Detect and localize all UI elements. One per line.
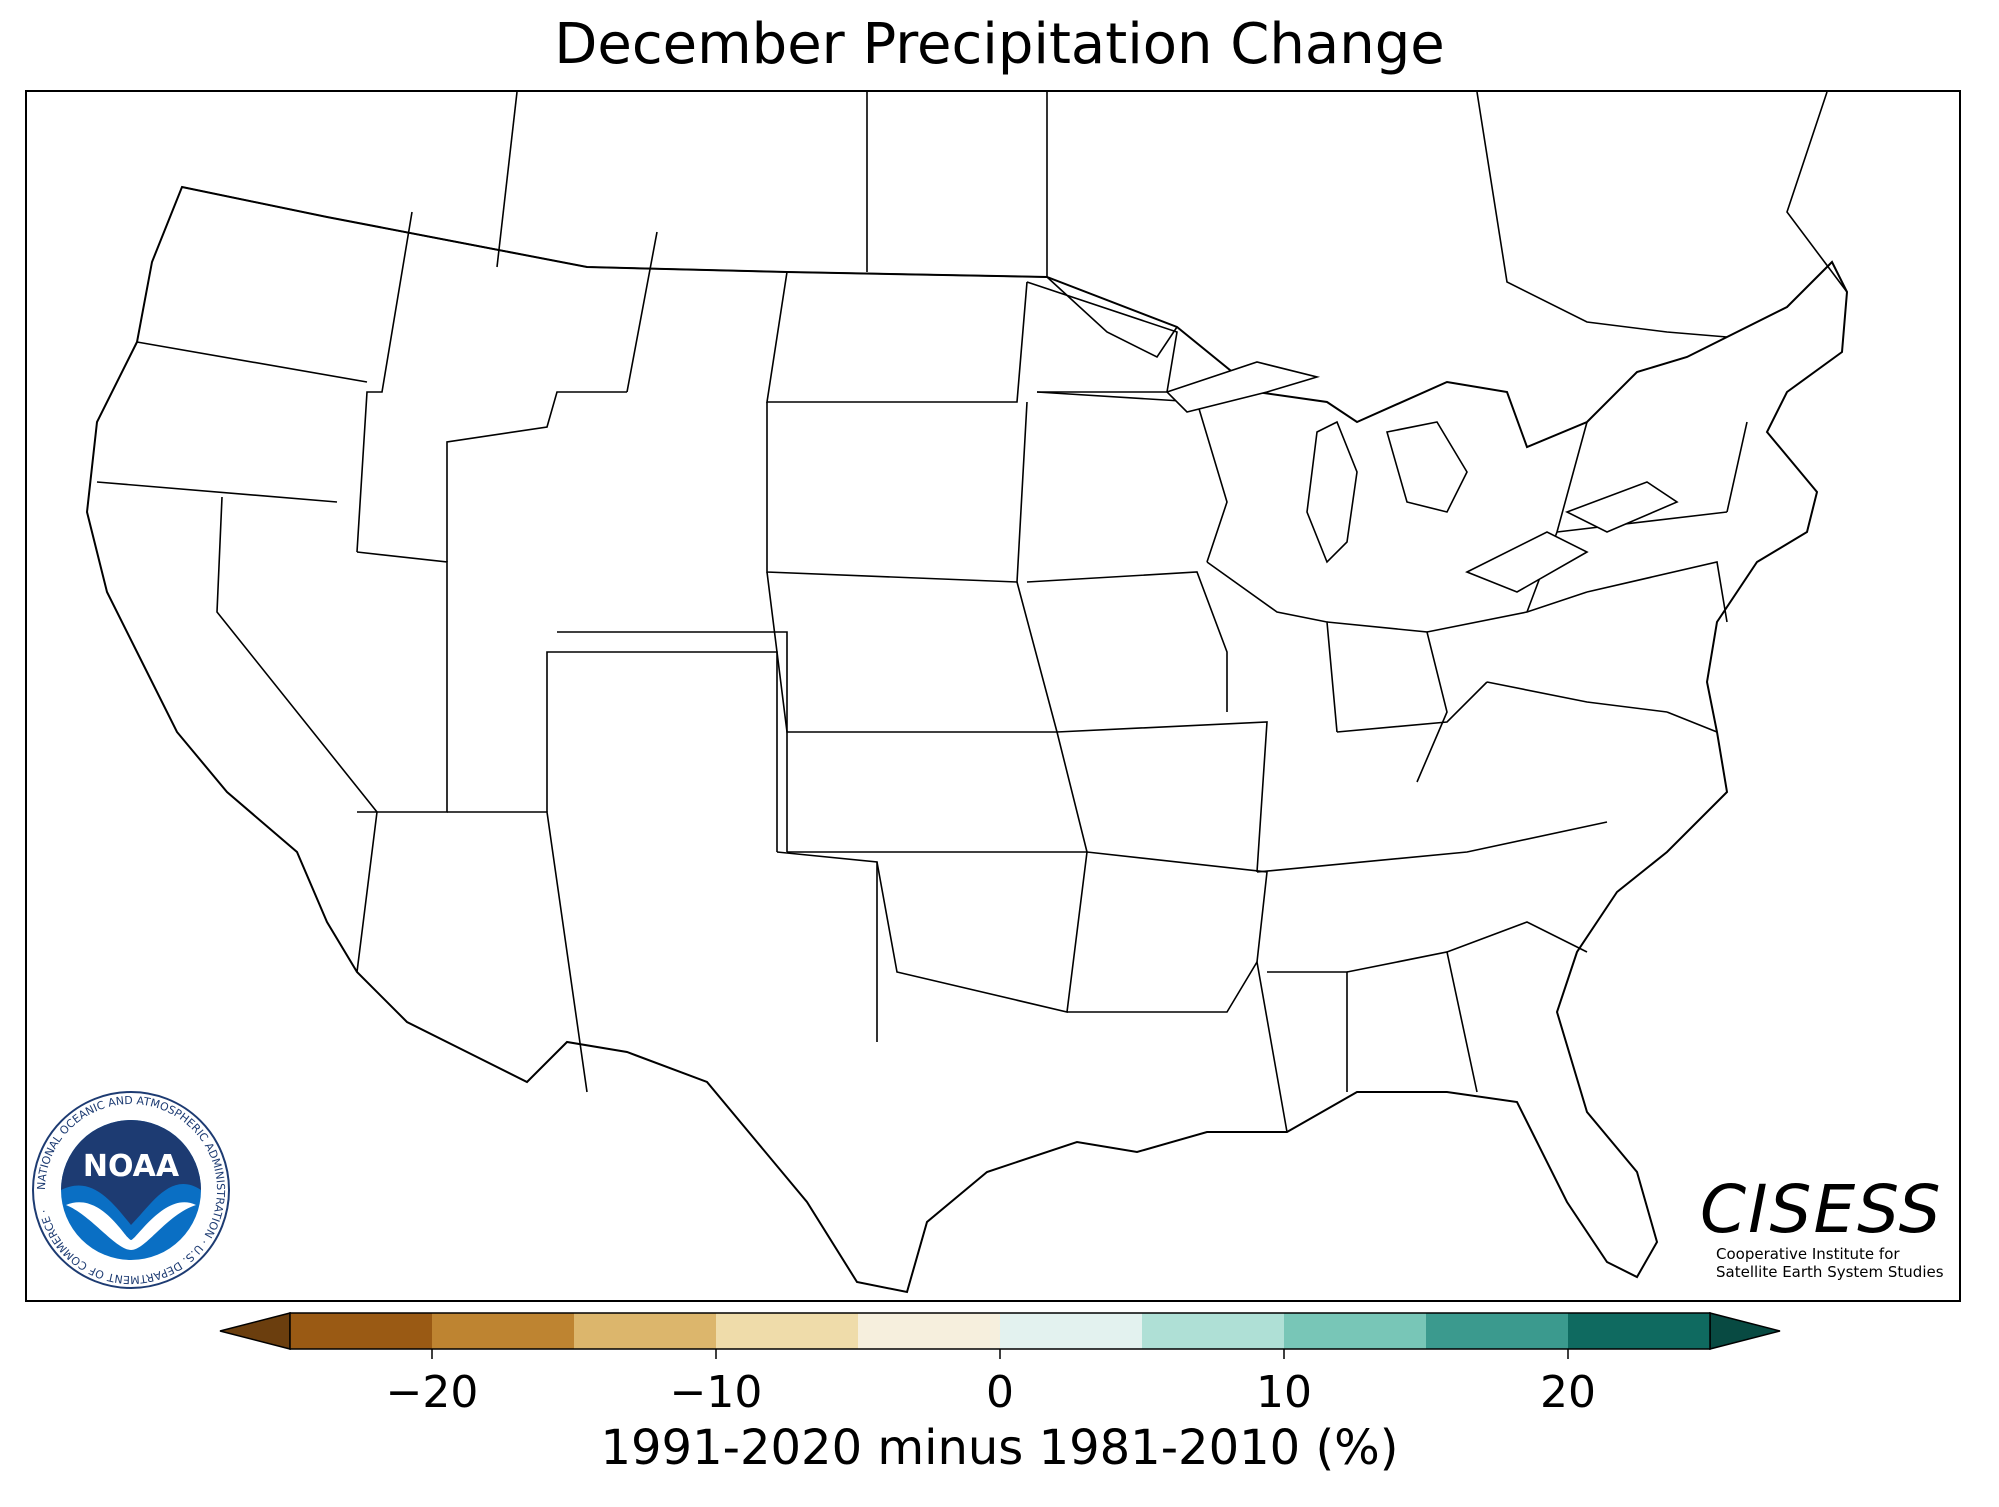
colorbar-bin bbox=[574, 1313, 716, 1349]
colorbar: −20 −10 0 10 20 bbox=[219, 1312, 1781, 1418]
colorbar-bin bbox=[1426, 1313, 1568, 1349]
colorbar-tick-label: −20 bbox=[386, 1367, 479, 1418]
canada-borders bbox=[496, 92, 1848, 338]
colorbar-bin bbox=[1284, 1313, 1426, 1349]
colorbar-bin bbox=[1568, 1313, 1710, 1349]
us-coastline bbox=[86, 186, 1848, 1293]
colorbar-under-arrow bbox=[219, 1312, 291, 1350]
cisess-subtitle-line2: Satellite Earth System Studies bbox=[1716, 1263, 1944, 1281]
colorbar-bin bbox=[1142, 1313, 1284, 1349]
cisess-name: CISESS bbox=[1700, 1171, 1943, 1248]
cisess-subtitle-line1: Cooperative Institute for bbox=[1716, 1245, 1900, 1263]
colorbar-label: 1991-2020 minus 1981-2010 (%) bbox=[600, 1420, 1399, 1476]
map-title: December Precipitation Change bbox=[554, 12, 1445, 77]
colorbar-bin bbox=[1000, 1313, 1142, 1349]
great-lakes bbox=[1165, 361, 1679, 593]
map-panel bbox=[25, 90, 1961, 1302]
us-map bbox=[86, 92, 1848, 1293]
state-borders bbox=[96, 186, 1748, 1133]
colorbar-bin bbox=[716, 1313, 858, 1349]
cisess-logo: CISESS Cooperative Institute for Satelli… bbox=[1700, 1171, 1950, 1282]
colorbar-tick-label: 20 bbox=[1540, 1367, 1596, 1418]
noaa-logo-icon: NATIONAL OCEANIC AND ATMOSPHERIC ADMINIS… bbox=[32, 1091, 230, 1289]
colorbar-bin bbox=[290, 1313, 432, 1349]
noaa-logo-text: NOAA bbox=[83, 1149, 180, 1184]
colorbar-tick-label: −10 bbox=[670, 1367, 763, 1418]
colorbar-tick-label: 0 bbox=[986, 1367, 1014, 1418]
colorbar-over-arrow bbox=[1709, 1312, 1781, 1350]
colorbar-bin bbox=[858, 1313, 1000, 1349]
colorbar-bin bbox=[432, 1313, 574, 1349]
colorbar-tick-label: 10 bbox=[1256, 1367, 1312, 1418]
